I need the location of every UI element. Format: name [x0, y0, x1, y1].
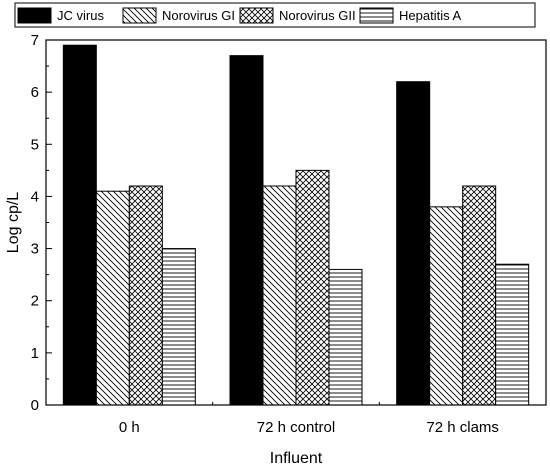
plot-area: [62, 44, 530, 406]
bar-hepatitis-a-3: [495, 263, 530, 406]
legend-swatch-jc-virus: [17, 7, 52, 24]
y-tick-label: 4: [31, 188, 39, 205]
bar-jc-virus-2: [229, 55, 264, 406]
x-tick-label: 72 h clams: [426, 419, 499, 436]
legend-label: Norovirus GII: [279, 8, 356, 23]
bar-hepatitis-a-1: [161, 248, 196, 406]
y-tick-label: 6: [31, 84, 39, 101]
y-tick-label: 3: [31, 241, 39, 258]
y-tick-label: 0: [31, 397, 39, 414]
y-axis-title: Log cp/L: [5, 192, 22, 253]
bar-norovirus-gi-2: [262, 185, 297, 406]
legend: JC virus Norovirus GI Norovirus GII Hepatit…: [14, 2, 536, 28]
y-tick-label: 5: [31, 136, 39, 153]
y-tick-label: 7: [31, 32, 39, 49]
bar-jc-virus-3: [396, 81, 431, 406]
legend-swatch-hepatitis-a: [359, 7, 394, 24]
bar-norovirus-gii-3: [462, 185, 497, 406]
legend-label: Hepatitis A: [399, 8, 461, 23]
x-tick-label: 0 h: [119, 419, 140, 436]
axes: 0 1 2 3 4 5 6 7 0 h 72 h control 72 h clams Influen…: [5, 32, 547, 467]
legend-swatch-norovirus-gii: [239, 7, 274, 24]
legend-label: JC virus: [57, 8, 104, 23]
bar-norovirus-gi-3: [429, 206, 464, 406]
bar-norovirus-gii-2: [295, 169, 330, 406]
bar-jc-virus-1: [62, 44, 97, 406]
x-axis-title: Influent: [270, 450, 323, 467]
legend-box: [14, 2, 536, 28]
bar-norovirus-gi-1: [95, 190, 130, 406]
legend-label: Norovirus GI: [162, 8, 235, 23]
bar-hepatitis-a-2: [328, 268, 363, 406]
bar-norovirus-gii-1: [128, 185, 163, 406]
y-tick-label: 1: [31, 345, 39, 362]
y-tick-label: 2: [31, 293, 39, 310]
legend-swatch-norovirus-gi: [122, 7, 157, 24]
x-tick-label: 72 h control: [257, 419, 335, 436]
